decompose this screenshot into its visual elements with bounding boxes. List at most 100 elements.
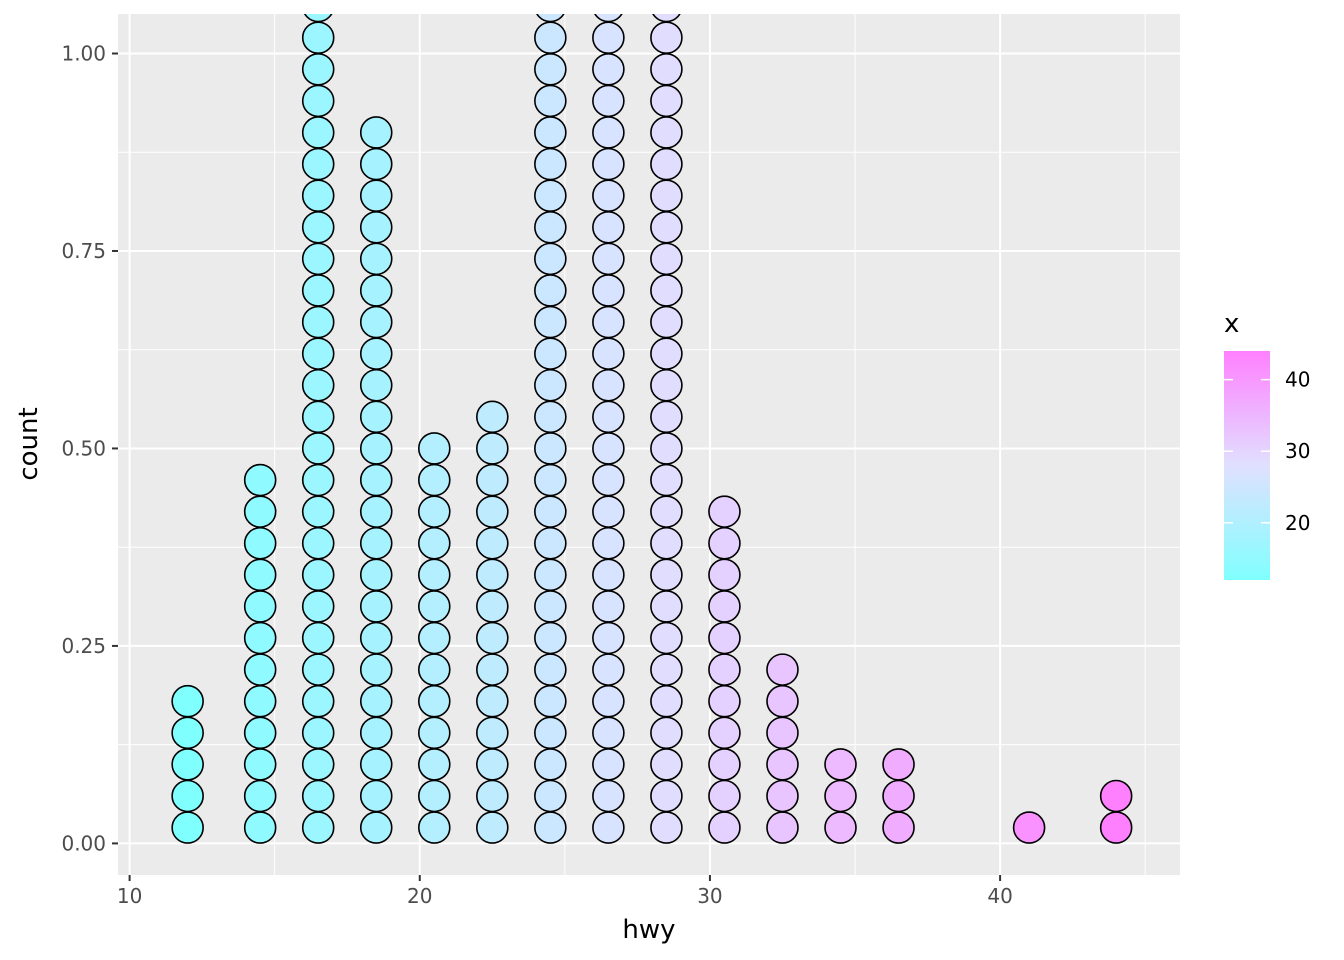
dot	[417, 653, 451, 686]
dot	[650, 590, 683, 623]
dot	[301, 716, 335, 750]
dot	[592, 84, 625, 118]
dot	[534, 210, 567, 244]
dot	[534, 242, 567, 276]
dot	[359, 684, 393, 718]
dot	[1099, 811, 1133, 844]
dot	[882, 748, 915, 781]
dot	[592, 748, 625, 781]
dot	[417, 748, 451, 781]
dot	[534, 274, 567, 307]
dot	[650, 748, 683, 781]
dot	[243, 716, 277, 750]
dot	[650, 21, 683, 54]
dot	[243, 779, 277, 813]
dot	[359, 811, 393, 844]
dot	[534, 179, 567, 212]
dot	[650, 526, 683, 560]
dot	[534, 811, 567, 844]
y-axis: 0.00 0.25 0.50 0.75 1.00	[61, 41, 118, 855]
dot	[882, 811, 915, 844]
dot	[359, 526, 393, 560]
dot	[650, 305, 683, 339]
dot	[708, 495, 741, 528]
dot	[650, 653, 683, 686]
dot	[534, 590, 567, 623]
dot	[243, 526, 277, 560]
dot	[476, 621, 509, 655]
dot	[766, 779, 799, 813]
y-axis-title: count	[14, 407, 44, 480]
dot	[592, 684, 625, 718]
dot	[708, 590, 741, 623]
x-tick-label: 10	[117, 884, 142, 908]
dot	[708, 716, 741, 750]
dot	[650, 337, 683, 370]
dot	[359, 432, 393, 465]
dot	[243, 495, 277, 528]
dot	[592, 811, 625, 844]
dot	[708, 653, 741, 686]
dot	[592, 305, 625, 339]
dot	[417, 684, 451, 718]
dot	[534, 368, 567, 402]
dot	[824, 779, 857, 813]
dot	[359, 748, 393, 781]
dot	[301, 21, 335, 54]
dot	[476, 590, 509, 623]
dot	[650, 116, 683, 149]
dot	[708, 811, 741, 844]
dot	[301, 274, 335, 307]
color-legend: x 20 30 40	[1224, 309, 1310, 580]
dot	[301, 400, 335, 434]
dot	[824, 811, 857, 844]
dot	[476, 432, 509, 465]
dot	[243, 463, 277, 497]
dot	[650, 52, 683, 86]
dot	[594, 14, 623, 23]
legend-colorbar	[1224, 351, 1270, 580]
dot	[476, 653, 509, 686]
dot	[536, 14, 565, 23]
dot	[359, 305, 393, 339]
dot	[592, 495, 625, 528]
dot	[650, 400, 683, 434]
dot	[650, 242, 683, 276]
dot	[650, 84, 683, 118]
dot	[171, 716, 204, 750]
dot	[592, 716, 625, 750]
dot	[534, 748, 567, 781]
dot	[476, 558, 509, 592]
dot	[301, 495, 335, 528]
dot-stacks	[171, 14, 1133, 844]
dot	[171, 779, 204, 813]
dot	[301, 526, 335, 560]
x-tick-label: 40	[987, 884, 1012, 908]
dot	[359, 274, 393, 307]
dot	[534, 21, 567, 54]
dot	[708, 748, 741, 781]
dot	[301, 590, 335, 623]
dot	[243, 653, 277, 686]
y-tick-label: 0.00	[61, 831, 106, 855]
dot	[534, 495, 567, 528]
dot	[592, 337, 625, 370]
dot	[534, 147, 567, 181]
dot	[708, 621, 741, 655]
dot	[650, 179, 683, 212]
dot	[650, 621, 683, 655]
dot	[708, 684, 741, 718]
dot	[766, 684, 799, 718]
dot	[359, 590, 393, 623]
dot	[359, 337, 393, 370]
dot	[1012, 811, 1046, 844]
dot	[301, 463, 335, 497]
dot	[171, 811, 204, 844]
dot	[359, 179, 393, 212]
x-tick-label: 30	[697, 884, 722, 908]
y-tick-label: 0.75	[61, 239, 106, 263]
dot	[650, 147, 683, 181]
dot	[824, 748, 857, 781]
dot	[476, 463, 509, 497]
dot	[650, 716, 683, 750]
